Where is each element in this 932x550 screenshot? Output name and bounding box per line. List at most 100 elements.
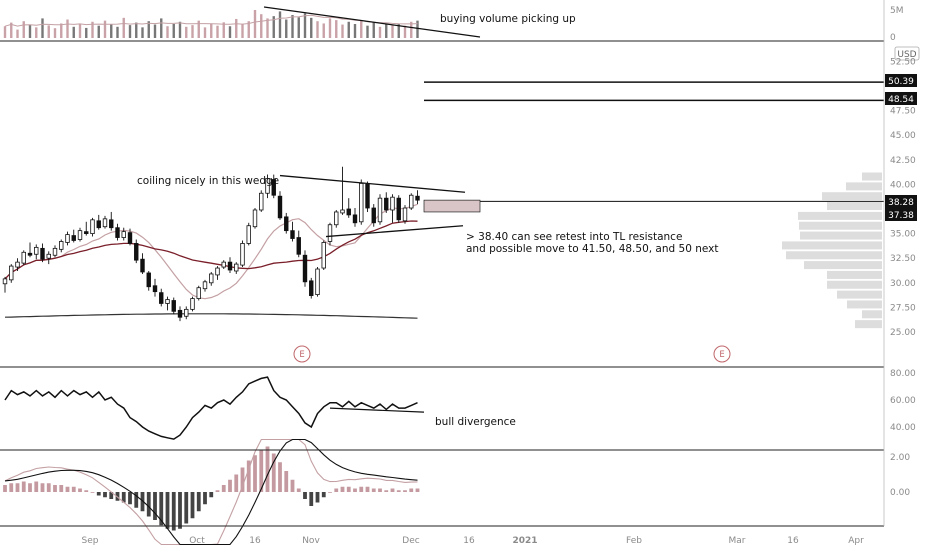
macd-histogram-bar — [265, 446, 270, 492]
candle-body — [346, 208, 351, 216]
macd-histogram-bar — [371, 488, 376, 492]
volume-bar — [47, 25, 50, 38]
macd-histogram-bar — [403, 490, 407, 492]
macd-histogram-bar — [140, 492, 145, 512]
time-tick-label: Mar — [729, 536, 746, 546]
rsi-annotation: bull divergence — [435, 416, 516, 428]
earnings-marker-1[interactable]: E — [293, 345, 311, 363]
candle-body — [340, 209, 345, 214]
macd-histogram-bar — [84, 490, 89, 492]
macd-histogram-bar — [309, 492, 314, 506]
candle-body — [21, 251, 26, 264]
macd-histogram-bar — [40, 483, 45, 492]
currency-button[interactable]: USD — [894, 46, 920, 61]
macd-histogram-bar — [78, 488, 82, 492]
macd-histogram-bar — [234, 474, 239, 492]
macd-signal-line — [4, 438, 418, 546]
price-tag-38-28: 38.28 — [885, 195, 917, 208]
volume-bar — [128, 25, 132, 38]
volume-bar — [60, 23, 63, 38]
ma-long-line — [4, 313, 418, 319]
candle-body — [265, 178, 270, 194]
target-zone-rect — [423, 199, 481, 213]
candle-body — [215, 267, 220, 276]
ma-medium-line — [4, 220, 418, 280]
candle-body — [121, 231, 126, 238]
candle-body — [171, 300, 176, 312]
candle-body — [96, 220, 101, 229]
macd-histogram-bar — [9, 483, 14, 492]
price-axis: 25.0027.5030.0032.5035.0037.5040.0042.50… — [0, 0, 916, 527]
time-tick-label: 16 — [463, 536, 475, 546]
price-tick-label: 32.50 — [890, 254, 916, 264]
candle-body — [259, 192, 264, 211]
volume-bar — [10, 22, 13, 38]
volume-bar — [328, 18, 332, 38]
ma-short-line — [4, 203, 418, 300]
volume-bar — [141, 27, 144, 38]
volume-profile-bar — [786, 251, 882, 260]
candle-body — [221, 261, 226, 268]
volume-bar — [72, 26, 75, 38]
candle-body — [46, 253, 51, 259]
macd-histogram-bar — [59, 485, 64, 492]
volume-bar — [178, 21, 182, 38]
volume-bar — [272, 16, 275, 38]
candle-body — [152, 285, 158, 293]
volume-profile-bar — [798, 211, 882, 220]
macd-histogram-bar — [46, 483, 51, 492]
volume-bar — [347, 21, 350, 38]
macd-histogram-bar — [134, 492, 139, 508]
candle-body — [90, 219, 95, 235]
rsi-tick-label: 60.00 — [890, 396, 916, 406]
macd-histogram-bar — [290, 479, 295, 492]
volume-bar — [241, 24, 244, 38]
earnings-label: E — [719, 350, 724, 360]
volume-bar — [235, 18, 238, 38]
macd-histogram-bar — [96, 492, 101, 496]
volume-bar — [185, 26, 188, 38]
price-tick-label: 35.00 — [890, 230, 916, 240]
volume-bar — [403, 25, 407, 38]
candle-body — [140, 258, 145, 273]
candle-body — [327, 224, 333, 242]
volume-bar — [378, 26, 382, 38]
candle-body — [34, 246, 39, 255]
candle-body — [321, 242, 326, 269]
volume-bar — [228, 26, 232, 38]
macd-histogram-bar — [115, 492, 120, 501]
candle-body — [9, 265, 14, 281]
macd-histogram-bar — [390, 488, 395, 492]
volume-bar — [297, 17, 300, 38]
wedge-lower-trendline — [325, 225, 464, 238]
volume-profile-bar — [827, 202, 882, 211]
earnings-marker-2[interactable]: E — [713, 345, 731, 363]
candle-body — [334, 211, 339, 226]
macd-histogram-bar — [296, 488, 301, 492]
volume-profile-bar — [862, 310, 882, 319]
volume-bar — [197, 20, 200, 38]
time-tick-label: 16 — [249, 536, 261, 546]
earnings-label: E — [299, 350, 304, 360]
macd-pane — [3, 438, 420, 546]
candle-body — [202, 281, 208, 290]
macd-histogram-bar — [196, 492, 201, 512]
macd-histogram-bar — [253, 455, 257, 492]
volume-bar — [303, 13, 307, 38]
volume-bar — [203, 27, 207, 38]
volume-tick-label: 0 — [890, 33, 896, 43]
macd-histogram-bar — [259, 450, 264, 492]
macd-histogram-bar — [396, 490, 401, 492]
macd-histogram-bar — [221, 485, 226, 492]
candle-body — [240, 243, 245, 266]
macd-histogram-bar — [65, 486, 70, 492]
macd-histogram-bar — [303, 492, 307, 499]
macd-histogram-bar — [353, 488, 357, 492]
macd-histogram-bar — [184, 492, 189, 524]
macd-histogram-bar — [190, 492, 195, 519]
price-tick-label: 42.50 — [890, 156, 916, 166]
macd-histogram-bar — [171, 492, 176, 531]
volume-bar — [28, 24, 32, 38]
macd-histogram-bar — [378, 488, 382, 492]
